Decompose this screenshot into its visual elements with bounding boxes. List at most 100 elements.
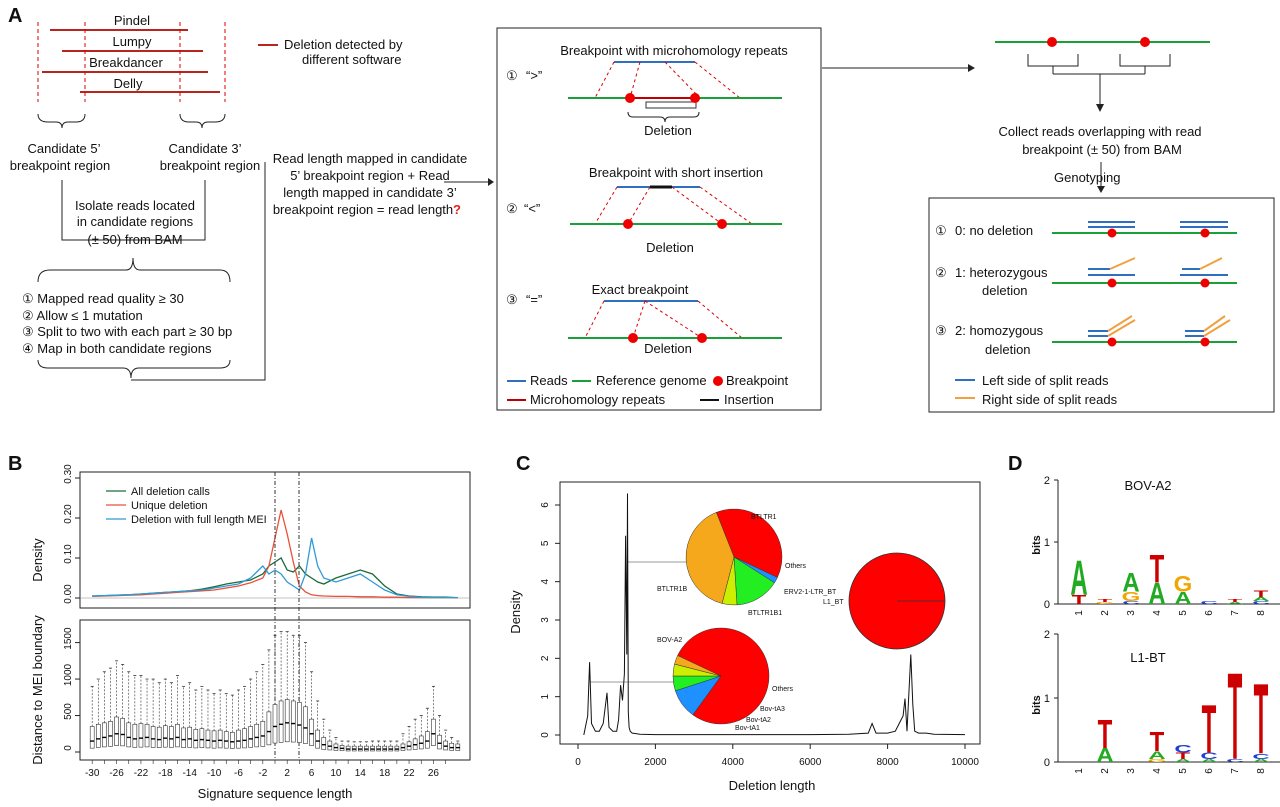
legend-right-split: Right side of split reads — [982, 392, 1118, 407]
criteria-brace-bottom — [37, 359, 231, 379]
breakpoint-dot — [1107, 337, 1117, 347]
type-number: ② — [506, 201, 518, 216]
read-length-text: 5’ breakpoint region + Read — [290, 168, 450, 183]
breakpoint-dot — [1200, 228, 1210, 238]
dashed-map — [671, 186, 723, 225]
x-tick-label: 2000 — [644, 757, 667, 768]
candidate-5-label: Candidate 5’ — [28, 141, 101, 156]
logo-position: 5 — [1178, 768, 1189, 774]
y-tick-label: 0 — [540, 732, 551, 738]
panel-b-box-plot: Distance to MEI boundary 0 500 1000 1500 -3… — [30, 615, 471, 801]
breakpoint-dot — [697, 333, 707, 343]
x-tick-label: 26 — [428, 768, 440, 779]
logo-letter: C — [1252, 752, 1270, 760]
box — [114, 716, 119, 746]
b-top-series — [92, 509, 458, 599]
box — [108, 721, 113, 747]
legend-item: Unique deletion — [131, 500, 207, 512]
x-tick-label: -26 — [109, 768, 124, 779]
pie-slice — [685, 512, 735, 604]
box — [120, 718, 125, 747]
pie-label: BTLTR1 — [751, 514, 777, 521]
deletion-label: Deletion — [644, 341, 692, 356]
box — [437, 734, 442, 750]
c-y-ticks: 0 1 2 3 4 5 6 — [540, 502, 560, 738]
y-tick-label: 4 — [540, 578, 551, 584]
deletion-label: Deletion — [644, 123, 692, 138]
brace-connector — [1027, 54, 1171, 110]
breakpoint-types-box — [496, 27, 822, 411]
legend-deletion-text: different software — [302, 52, 401, 67]
logo-letter: C — [1252, 600, 1269, 605]
x-tick-label: -18 — [158, 768, 173, 779]
box — [150, 726, 156, 748]
b-x-ticks: -30 -26 -22 -18 -14 -10 -6 -2 2 6 10 14 18 22 26 — [85, 760, 446, 779]
pie-label: BTLTR1B — [657, 586, 688, 593]
box — [303, 706, 308, 744]
type-insertion: ② “<” Breakpoint with short insertion De… — [506, 165, 782, 255]
x-tick-label: 18 — [379, 768, 391, 779]
box — [175, 723, 180, 748]
x-tick-label: -22 — [134, 768, 149, 779]
logo-letter: A — [1226, 602, 1243, 605]
box — [260, 721, 266, 747]
arrow-head — [1097, 186, 1105, 193]
x-tick-label: -6 — [234, 768, 243, 779]
logo-letter: A — [1174, 589, 1191, 608]
y-tick-label: 5 — [540, 540, 551, 546]
isolate-text: in candidate regions — [77, 214, 194, 229]
panel-label-a: A — [8, 5, 22, 27]
logo-letter: A — [1070, 552, 1087, 607]
logo-y-tick-label: 1 — [1044, 537, 1050, 549]
type-symbol: “<” — [524, 201, 540, 216]
x-tick-label: 14 — [355, 768, 367, 779]
type-number: ③ — [506, 292, 518, 307]
logo-letter: G — [1174, 571, 1193, 596]
logo-position: 2 — [1100, 768, 1111, 774]
genotype-box — [928, 197, 1275, 413]
dashed-map — [632, 300, 646, 339]
y-tick-label: 0.20 — [63, 504, 74, 524]
logo-position: 8 — [1256, 610, 1267, 616]
logo-position: 4 — [1152, 610, 1163, 616]
b-bottom-y-ticks: 0 500 1000 1500 — [63, 627, 80, 753]
logo-title: BOV-A2 — [1125, 478, 1172, 493]
breakpoint-dot — [1140, 37, 1150, 47]
box — [297, 702, 302, 743]
genotype-label: 0: no deletion — [955, 223, 1033, 238]
box — [211, 730, 217, 749]
c-frame — [559, 481, 981, 745]
logo-letter: T — [1150, 728, 1165, 758]
legend-breakpoint: Breakpoint — [726, 373, 789, 388]
logo-letter: G — [1148, 758, 1167, 763]
criteria-item: ④ Map in both candidate regions — [22, 341, 212, 356]
b-bottom-ylabel: Distance to MEI boundary — [30, 615, 45, 765]
candidate-3-label: Candidate 3’ — [169, 141, 242, 156]
logo-letter: T — [1228, 648, 1243, 785]
genotype-homozygous: ③ 2: homozygous deletion — [935, 315, 1237, 357]
logo-letter: A — [1174, 758, 1192, 763]
read-lines — [1088, 268, 1228, 276]
logo-title: L1-BT — [1130, 650, 1165, 665]
pie-label: Bov-tA2 — [746, 717, 771, 724]
box — [449, 742, 455, 751]
pie-slice — [674, 655, 722, 677]
b-top-y-ticks: 0.00 0.10 0.20 0.30 — [63, 464, 80, 604]
box — [138, 723, 144, 748]
type-title: Breakpoint with microhomology repeats — [560, 43, 788, 58]
legend-swatch-bp — [713, 376, 723, 386]
deletion-bracket — [645, 101, 697, 109]
dashed-map — [594, 186, 618, 225]
box — [181, 727, 186, 748]
logo-position: 5 — [1178, 610, 1189, 616]
box — [431, 718, 436, 746]
collect-text: breakpoint (± 50) from BAM — [1022, 142, 1182, 157]
collect-text: Collect reads overlapping with read — [998, 124, 1201, 139]
box — [144, 723, 150, 748]
box — [418, 735, 424, 750]
dashed-map — [694, 61, 741, 99]
logo-position: 3 — [1126, 768, 1137, 774]
x-tick-label: 10 — [330, 768, 342, 779]
dashed-map — [697, 300, 743, 339]
y-tick-label: 1 — [540, 693, 551, 699]
